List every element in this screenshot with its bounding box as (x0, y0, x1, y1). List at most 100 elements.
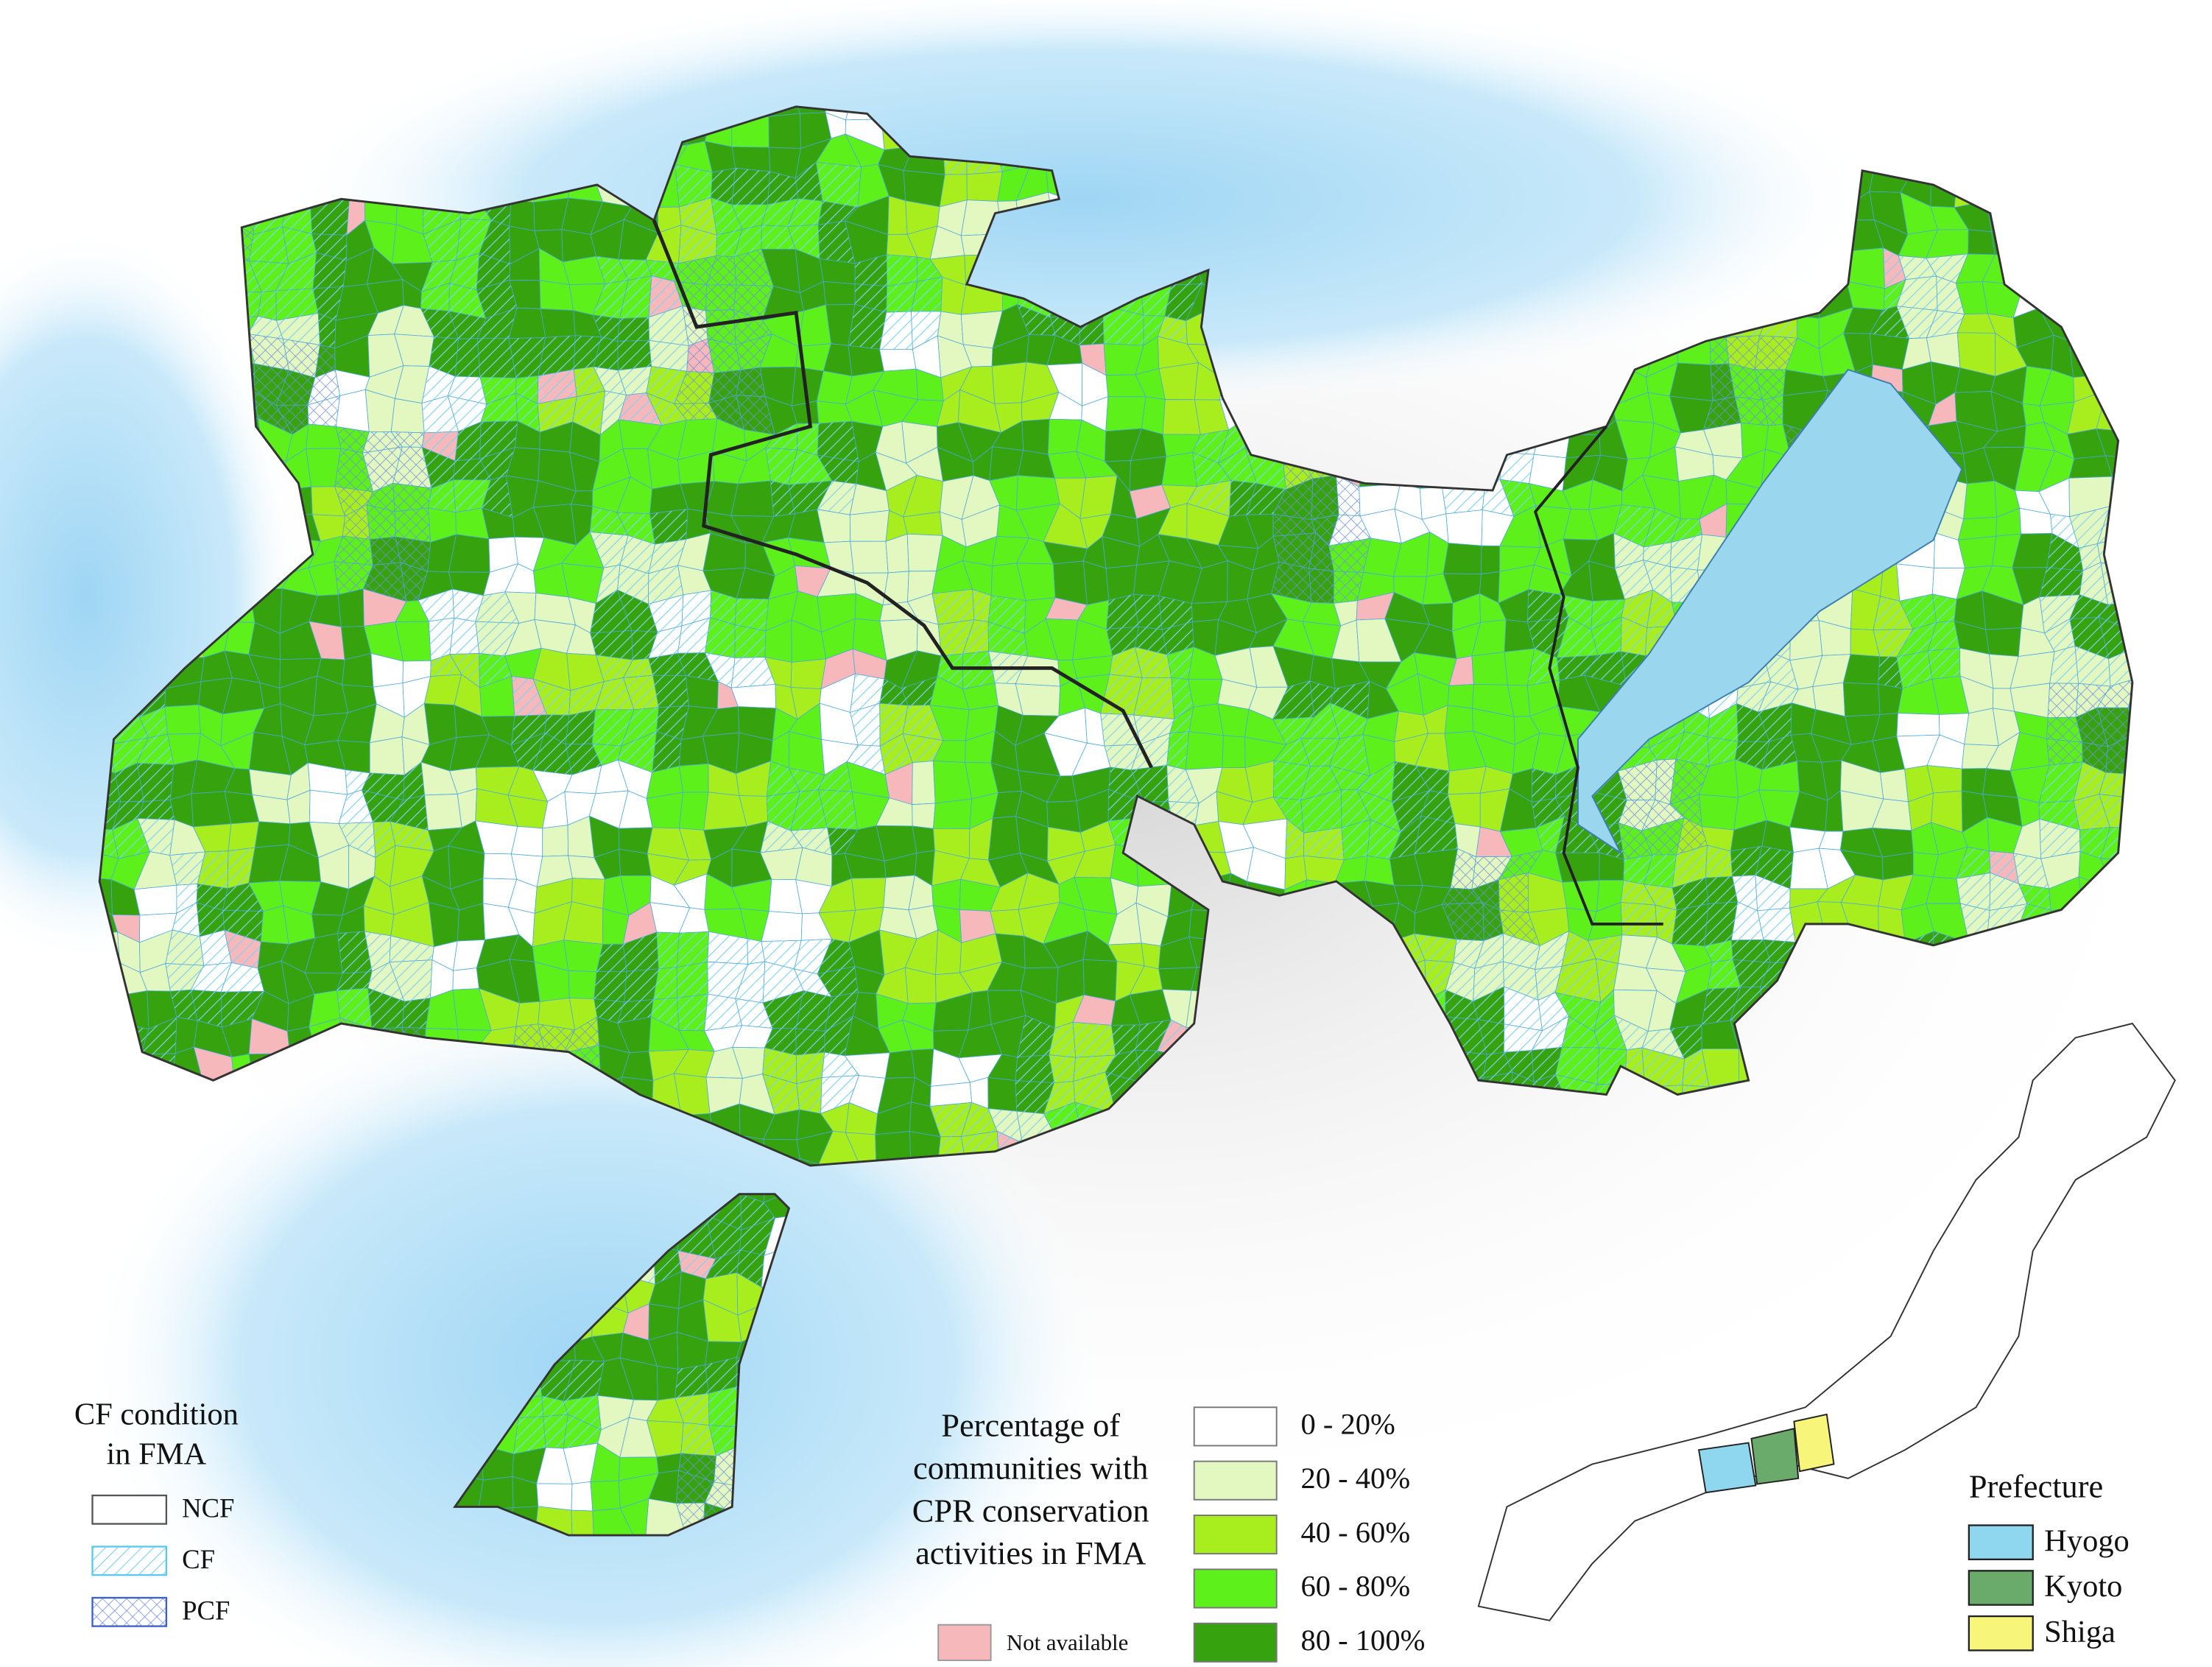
pcf-hatch (733, 284, 774, 321)
cf-hatch (710, 590, 737, 625)
fma-cell (1048, 418, 1082, 455)
cf-hatch (258, 290, 277, 321)
pcf-hatch (392, 446, 432, 489)
cf-hatch (761, 940, 802, 970)
cf-hatch (879, 679, 909, 706)
cf-hatch (418, 589, 454, 621)
cf-hatch (593, 336, 619, 371)
pcf-hatch (392, 483, 432, 512)
pcf-hatch (733, 309, 772, 345)
cf-hatch (649, 275, 683, 318)
fma-cell (1185, 731, 1224, 770)
cf-hatch (1106, 594, 1139, 630)
cf-hatch (901, 676, 937, 706)
cf-hatch (452, 589, 484, 622)
cf-hatch (987, 1108, 1023, 1143)
cf-hatch (817, 421, 859, 462)
cf-hatch (479, 219, 510, 264)
cf-hatch (197, 884, 228, 911)
cf-hatch (887, 254, 917, 286)
cf-hatch (137, 800, 175, 820)
cf-hatch (1303, 828, 1345, 860)
cf-hatch (711, 168, 736, 205)
cf-hatch (191, 962, 232, 993)
cf-hatch (648, 565, 683, 605)
cf-hatch (911, 277, 943, 311)
cf-hatch (677, 931, 709, 968)
cf-hatch (646, 366, 687, 404)
fma-cell (390, 398, 425, 434)
pcf-hatch (307, 370, 340, 405)
cf-hatch (820, 1075, 859, 1114)
pcf-hatch (706, 255, 736, 285)
cf-hatch (115, 763, 144, 802)
cf-hatch (453, 479, 491, 512)
fma-cell (1158, 362, 1199, 401)
fma-cell (542, 825, 568, 857)
cf-hatch (312, 286, 344, 320)
fma-cell (1161, 452, 1198, 487)
cf-hatch (197, 902, 225, 937)
fma-cell (448, 534, 490, 573)
cf-hatch (222, 883, 264, 912)
cf-hatch (651, 998, 680, 1031)
fma-cell (1158, 967, 1197, 991)
cf-hatch (515, 376, 538, 404)
cf-hatch (600, 390, 627, 435)
fma-cell (590, 1480, 621, 1512)
fma-cell (848, 345, 884, 377)
cf-hatch (988, 595, 1026, 634)
cf-hatch (477, 308, 518, 339)
cf-hatch (421, 366, 456, 403)
fma-cell (568, 970, 597, 999)
cf-hatch (590, 532, 629, 568)
cf-hatch (1927, 648, 1960, 680)
cf-hatch (538, 369, 577, 404)
fma-cell (1471, 652, 1508, 686)
cf-hatch (593, 971, 627, 1002)
fma-cell (1669, 362, 1713, 401)
fma-cell (656, 1453, 682, 1474)
cf-hatch (763, 990, 804, 1029)
cf-hatch (165, 930, 204, 966)
cf-hatch (390, 794, 429, 831)
cf-hatch (448, 395, 487, 431)
pcf-hatch (708, 338, 742, 373)
cf-hatch (362, 772, 405, 800)
pcf-hatch (674, 371, 714, 404)
cf-hatch (646, 392, 687, 426)
cf-hatch (765, 423, 797, 451)
fma-cell (1021, 418, 1050, 455)
cf-hatch (593, 998, 624, 1023)
cf-hatch (221, 962, 264, 993)
cf-hatch (680, 1423, 716, 1456)
cf-hatch (482, 476, 513, 518)
cf-hatch (617, 999, 654, 1023)
fma-cell (1926, 765, 1962, 794)
cf-hatch (107, 738, 149, 774)
cf-hatch (1015, 1054, 1054, 1083)
cf-hatch (716, 229, 742, 257)
cf-hatch (449, 311, 486, 339)
cf-hatch (795, 990, 832, 1032)
fma-cell (730, 480, 775, 517)
cf-hatch (621, 707, 659, 747)
fma-cell (1896, 713, 1940, 737)
cf-hatch (337, 988, 373, 1029)
cf-hatch (623, 675, 659, 710)
cf-hatch (449, 283, 486, 319)
cf-hatch (453, 458, 491, 480)
cf-hatch (705, 617, 736, 658)
cf-hatch (711, 197, 742, 236)
cf-hatch (318, 313, 336, 348)
cf-hatch (538, 396, 577, 432)
cf-hatch (705, 1357, 737, 1394)
cf-hatch (767, 761, 800, 797)
cf-hatch (624, 968, 659, 1002)
fma-cell (1480, 545, 1501, 575)
cf-hatch (448, 376, 487, 405)
cf-hatch (141, 1017, 177, 1054)
cf-hatch (735, 598, 769, 631)
fma-cell (540, 308, 576, 338)
